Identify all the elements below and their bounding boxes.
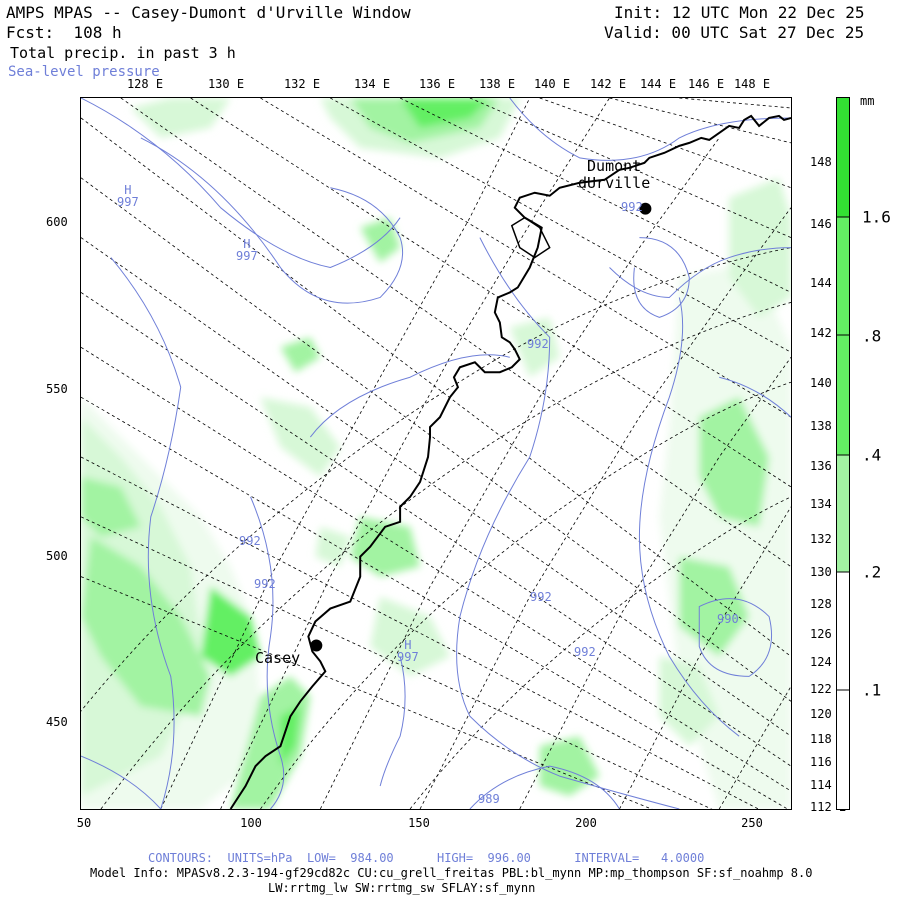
latlon-grid — [81, 98, 791, 809]
top-tick-label: 130 E — [207, 77, 245, 91]
top-tick-label: 148 E — [733, 77, 771, 91]
bottom-tick-label: 200 — [575, 816, 597, 830]
left-tick-label: 500 — [46, 549, 68, 563]
isobars — [81, 98, 791, 809]
model-info-2: LW:rrtmg_lw SW:rrtmg_sw SFLAY:sf_mynn — [268, 881, 536, 895]
bottom-tick-label: 50 — [76, 816, 92, 830]
colorbar-band-0-4 — [836, 455, 850, 572]
bottom-tick-label: 250 — [741, 816, 763, 830]
isobar-label: 989 — [478, 792, 500, 806]
colorbar-band-0-2 — [836, 572, 850, 690]
top-tick-label: 142 E — [589, 77, 627, 91]
casey-station-marker — [310, 639, 323, 652]
isobar-label: 992 — [621, 200, 643, 214]
colorbar-label: .2 — [862, 562, 882, 582]
dumont-durville-label: Dumont dUrville — [578, 157, 651, 192]
top-tick-label: 128 E — [126, 77, 164, 91]
isobar-label: H 997 — [117, 183, 139, 209]
field-name: Total precip. in past 3 h — [10, 44, 236, 62]
isobar-label: 992 — [239, 534, 261, 548]
colorbar-label: .8 — [862, 326, 882, 346]
colorbar-band-0-8 — [836, 217, 850, 455]
forecast-hour: Fcst: 108 h — [6, 23, 122, 42]
isobar-label: 992 — [527, 337, 549, 351]
top-tick-label: 134 E — [353, 77, 391, 91]
casey-label: Casey — [255, 649, 301, 667]
colorbar-label: 1.6 — [862, 207, 891, 227]
top-tick-label: 140 E — [533, 77, 571, 91]
top-tick-label: 146 E — [687, 77, 725, 91]
isobar-label: H 997 — [236, 237, 258, 263]
colorbar-band-1-6 — [836, 97, 850, 217]
precip-shading — [81, 98, 791, 809]
contour-info: CONTOURS: UNITS=hPa LOW= 984.00 HIGH= 99… — [148, 851, 705, 865]
coastline-island — [510, 216, 551, 259]
top-tick-label: 144 E — [639, 77, 677, 91]
top-tick-label: 136 E — [418, 77, 456, 91]
valid-time: Valid: 00 UTC Sat 27 Dec 25 — [604, 23, 865, 42]
isobar-label: 992 — [530, 590, 552, 604]
isobar-label: 990 — [717, 612, 739, 626]
left-tick-label: 450 — [46, 715, 68, 729]
colorbar-label: .4 — [862, 445, 882, 465]
left-tick-label: 600 — [46, 215, 68, 229]
colorbar-label: .1 — [862, 680, 882, 700]
bottom-tick-label: 100 — [240, 816, 262, 830]
model-info: Model Info: MPASv8.2.3-194-gf29cd82c CU:… — [90, 866, 813, 880]
isobar-label: 992 — [254, 577, 276, 591]
colorbar-unit: mm — [860, 94, 875, 108]
precip-map — [80, 97, 792, 810]
top-tick-label: 138 E — [478, 77, 516, 91]
colorbar-band-0-1 — [836, 690, 850, 810]
init-time: Init: 12 UTC Mon 22 Dec 25 — [614, 3, 865, 22]
overlay-name: Sea-level pressure — [8, 64, 160, 80]
dumont-station-marker — [639, 202, 652, 215]
bottom-tick-label: 150 — [408, 816, 430, 830]
isobar-label: 992 — [574, 645, 596, 659]
top-tick-label: 132 E — [283, 77, 321, 91]
isobar-label: H 997 — [397, 638, 419, 664]
coastline — [229, 114, 791, 809]
map-title: AMPS MPAS -- Casey-Dumont d'Urville Wind… — [6, 3, 411, 22]
left-tick-label: 550 — [46, 382, 68, 396]
colorbar — [836, 97, 850, 810]
